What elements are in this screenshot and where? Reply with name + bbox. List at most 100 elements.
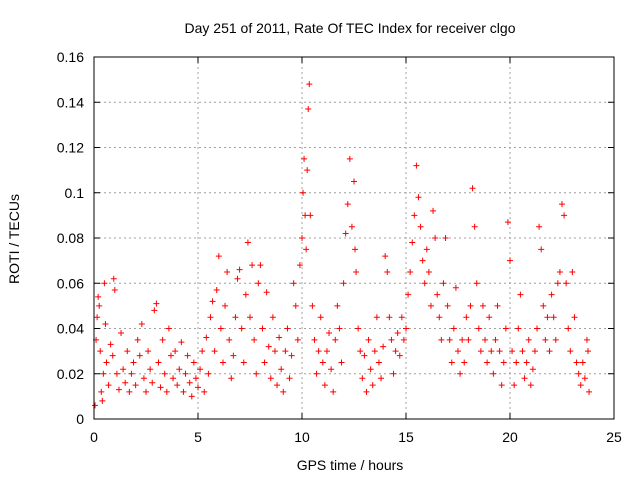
data-point	[450, 325, 457, 332]
data-point	[110, 275, 117, 282]
data-point	[434, 291, 441, 298]
data-point	[109, 352, 116, 359]
data-point	[176, 366, 183, 373]
data-point	[199, 348, 206, 355]
data-point	[190, 359, 197, 366]
data-point	[203, 334, 210, 341]
data-point	[452, 284, 459, 291]
data-point	[132, 382, 139, 389]
data-point	[540, 302, 547, 309]
data-point	[338, 359, 345, 366]
data-point	[228, 375, 235, 382]
data-point	[357, 348, 364, 355]
plot-frame	[93, 56, 615, 420]
data-point	[581, 375, 588, 382]
x-tick-label: 20	[502, 429, 518, 445]
data-point	[529, 366, 536, 373]
x-tick-label: 25	[606, 429, 622, 445]
data-point	[575, 370, 582, 377]
data-point	[461, 359, 468, 366]
data-point	[238, 325, 245, 332]
data-point	[309, 302, 316, 309]
data-point	[373, 314, 380, 321]
data-point	[305, 106, 312, 113]
data-point	[482, 336, 489, 343]
data-point	[469, 185, 476, 192]
data-point	[392, 348, 399, 355]
data-point	[394, 330, 401, 337]
y-tick-label: 0.16	[57, 49, 84, 65]
data-point	[413, 162, 420, 169]
data-point	[304, 167, 311, 174]
data-point	[419, 257, 426, 264]
data-point	[236, 266, 243, 273]
data-point	[319, 359, 326, 366]
data-point	[388, 336, 395, 343]
data-point	[321, 382, 328, 389]
data-point	[386, 314, 393, 321]
data-point	[513, 359, 520, 366]
data-point	[502, 325, 509, 332]
data-point	[567, 348, 574, 355]
data-point	[282, 348, 289, 355]
data-point	[94, 314, 101, 321]
data-point	[405, 291, 412, 298]
data-point	[145, 348, 152, 355]
data-point	[409, 239, 416, 246]
data-points	[92, 81, 593, 409]
data-point	[101, 280, 108, 287]
data-point	[432, 235, 439, 241]
data-point	[197, 366, 204, 373]
data-point	[571, 314, 578, 321]
data-point	[475, 325, 482, 332]
data-point	[207, 314, 214, 321]
data-point	[251, 336, 258, 343]
y-tick-label: 0.02	[57, 366, 84, 382]
data-point	[307, 212, 314, 219]
data-point	[455, 348, 461, 355]
data-point	[340, 280, 347, 287]
y-axis-label: ROTI / TECUs	[6, 194, 22, 284]
data-point	[286, 375, 293, 382]
data-point	[511, 382, 518, 389]
data-point	[98, 388, 105, 395]
data-point	[157, 384, 164, 391]
data-point	[240, 359, 247, 366]
data-point	[130, 359, 137, 366]
data-point	[276, 334, 283, 341]
data-point	[107, 341, 114, 348]
data-point	[507, 257, 513, 264]
data-point	[531, 348, 538, 355]
data-point	[136, 352, 143, 359]
data-point	[542, 336, 549, 343]
data-point	[182, 370, 189, 377]
y-tick-labels: 0 0.02 0.04 0.06 0.08 0.1 0.12 0.14 0.16	[57, 49, 84, 427]
data-point	[384, 268, 391, 275]
data-point	[534, 325, 541, 332]
data-point	[344, 201, 351, 208]
data-point	[211, 348, 218, 355]
data-point	[284, 325, 291, 332]
data-point	[103, 359, 110, 366]
data-point	[417, 223, 424, 230]
data-point	[556, 268, 563, 275]
data-point	[288, 352, 295, 359]
data-point	[257, 262, 264, 269]
data-point	[299, 235, 305, 241]
data-point	[569, 268, 576, 275]
data-point	[115, 386, 122, 393]
data-point	[463, 314, 470, 321]
data-point	[303, 246, 310, 253]
data-point	[378, 375, 385, 382]
data-point	[583, 336, 590, 343]
data-point	[342, 230, 349, 237]
data-point	[411, 212, 418, 219]
data-point	[302, 212, 309, 219]
data-point	[563, 280, 570, 287]
data-point	[554, 280, 561, 287]
data-point	[97, 348, 104, 355]
data-point	[369, 382, 376, 389]
data-point	[398, 314, 405, 321]
data-point	[122, 379, 129, 386]
